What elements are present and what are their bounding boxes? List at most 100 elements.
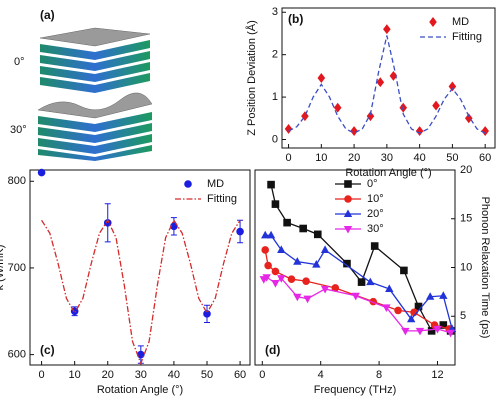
point [313,230,322,239]
x-tick-label: 60 [234,369,246,381]
point [262,274,271,282]
point [432,100,440,111]
panel-label: (b) [288,12,303,26]
point [415,327,425,336]
point [203,310,211,318]
y-tick-label: 800 [8,175,26,187]
x-tick-label: 10 [315,152,327,164]
annotation: 30° [10,124,27,136]
y-tick-label: 15 [460,213,472,225]
point [271,280,280,288]
point [433,325,442,334]
point [399,102,408,113]
structure-image [37,27,153,161]
legend-label: Fitting [207,193,237,205]
y-axis-label: Phonon Relaxation Time (ps) [479,197,491,339]
point [414,302,423,311]
point [481,126,489,136]
point [301,111,309,122]
y-axis-label: Z Position Deviation (Å) [245,20,258,136]
point [366,277,375,286]
x-tick-label: 0 [285,152,291,164]
point [277,275,286,283]
panel-label: (d) [265,343,280,357]
y-tick-label: 600 [8,349,26,361]
y-tick-label: 700 [8,262,26,274]
point [302,277,310,285]
y-axis-label: κ (W/mK) [0,245,6,291]
series-line [270,184,452,332]
x-tick-label: 12 [431,369,443,381]
x-tick-label: 0 [259,369,265,381]
x-tick-label: 4 [318,369,324,381]
point [389,70,398,81]
legend-label: 0° [367,178,378,190]
point [426,292,435,300]
legend-label: MD [207,178,224,190]
point [385,284,394,292]
x-tick-label: 0 [39,369,45,381]
x-tick-label: 50 [446,152,458,164]
point [277,245,286,253]
legend-marker [429,17,437,27]
point [287,275,296,284]
point [299,224,307,233]
point [366,111,375,122]
legend-marker [343,209,353,218]
y-tick-label: 3 [272,6,278,18]
point [261,246,270,254]
y-tick-label: 5 [460,310,466,322]
point [382,304,391,313]
point [351,292,360,301]
x-tick-label: 40 [168,369,180,381]
x-tick-label: 50 [201,369,213,381]
point [293,293,302,302]
point [401,327,410,336]
point [283,218,291,227]
series-line [288,35,486,134]
point [312,260,321,268]
point [350,126,358,136]
point [267,180,275,189]
y-tick-label: 20 [460,164,472,176]
point [333,102,342,113]
point [317,73,326,83]
point [331,284,340,292]
legend-label: MD [452,16,469,28]
point [284,123,293,134]
x-tick-label: 8 [376,369,382,381]
legend-marker [344,180,352,188]
x-tick-label: 60 [479,152,491,164]
point [261,230,270,239]
x-tick-label: 40 [414,152,426,164]
point [446,329,455,338]
panel-label: (a) [40,8,55,22]
y-tick-label: 10 [460,261,472,273]
y-tick-label: 1 [272,91,278,103]
y-tick-label: 0 [272,133,278,145]
point [37,168,46,177]
legend-marker [344,195,352,203]
point [271,200,280,208]
x-axis-label: Rotation Angle (°) [345,167,431,179]
legend-marker [184,180,192,188]
point [407,314,416,323]
annotation: 0° [14,56,25,68]
point [320,245,330,253]
x-axis-label: Frequency (THz) [314,384,397,396]
point [383,24,391,35]
x-tick-label: 30 [135,369,147,381]
y-tick-label: 2 [272,49,278,61]
point [303,295,312,304]
point [293,257,302,265]
point [343,259,351,268]
legend-label: Fitting [452,31,482,43]
series-line [264,249,450,330]
legend-label: 20° [367,208,384,220]
x-tick-label: 20 [102,369,114,381]
series-line [41,218,241,366]
point [427,327,436,335]
point [439,321,448,329]
